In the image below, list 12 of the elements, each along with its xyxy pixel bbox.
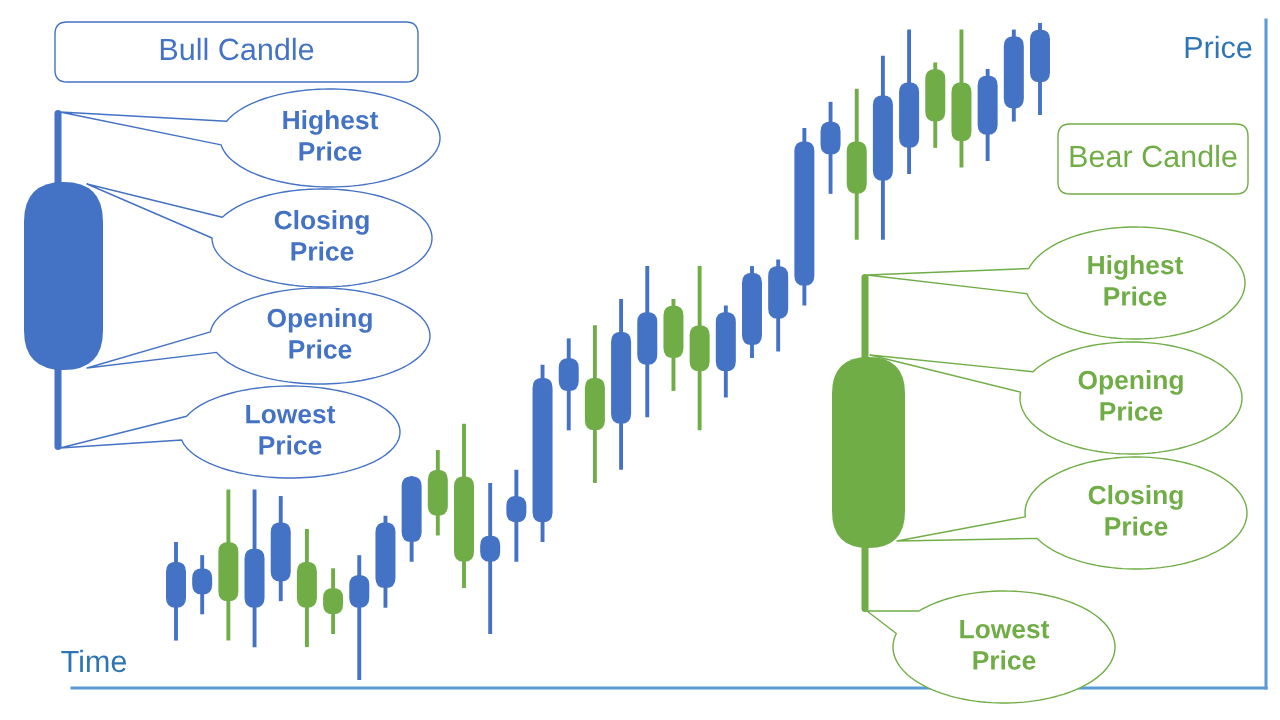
annotation: Lowest Price (960, 620, 1050, 670)
text: Bear Candle (1070, 144, 1237, 168)
text: Highest Price (1088, 255, 1184, 306)
annotation: Closing Price (274, 210, 369, 261)
text: Closing Price (1088, 485, 1183, 536)
annotation: Highest Price (283, 110, 379, 161)
annotation: Bull Candle (160, 37, 314, 61)
annotation: Lowest Price (246, 405, 336, 455)
annotation: Opening Price (267, 308, 372, 359)
x-axis-title: Time (61, 649, 127, 673)
text: Opening Price (1078, 370, 1183, 421)
y-axis-title: Price (1185, 35, 1252, 59)
